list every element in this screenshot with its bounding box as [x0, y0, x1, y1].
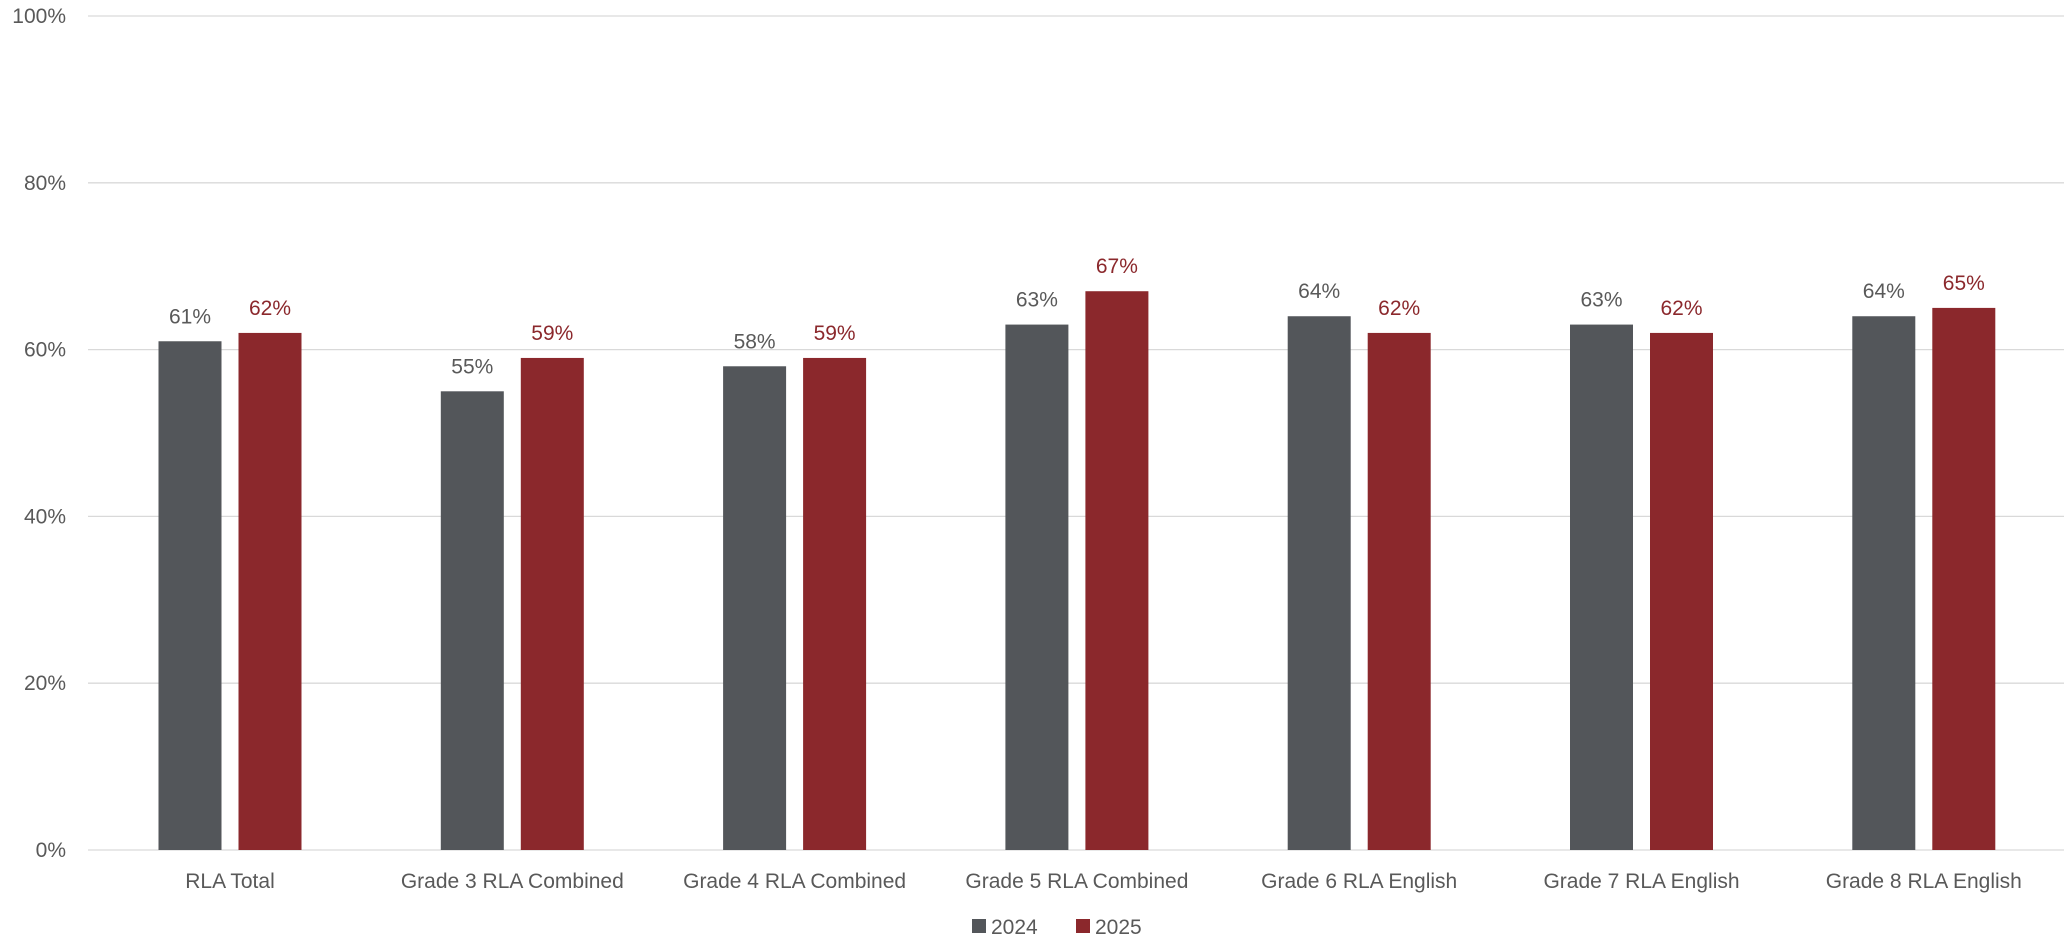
bar-2025-3 [1085, 291, 1149, 851]
data-labels: 61% 62% 55% 59% 58% 59% 63% 67% 64% 62% 63% 62% 64% 6… [169, 255, 1985, 378]
y-axis-ticks: 0% 20% 40% 60% 80% 100% [12, 5, 66, 862]
data-label-2024-3: 63% [1016, 289, 1058, 312]
y-tick-label: 20% [24, 672, 66, 695]
bars [158, 291, 1996, 851]
bar-2025-6 [1932, 307, 1996, 850]
x-category-label: Grade 5 RLA Combined [965, 870, 1188, 893]
legend-label-2025: 2025 [1095, 916, 1142, 939]
bar-2025-0 [238, 332, 302, 850]
legend-swatch-2024 [972, 919, 986, 933]
data-label-2025-5: 62% [1660, 297, 1702, 320]
y-tick-label: 80% [24, 172, 66, 195]
x-category-label: RLA Total [185, 870, 275, 893]
x-category-label: Grade 6 RLA English [1261, 870, 1457, 893]
data-label-2024-6: 64% [1863, 280, 1905, 303]
data-label-2025-3: 67% [1096, 255, 1138, 278]
y-tick-label: 60% [24, 339, 66, 362]
data-label-2024-2: 58% [734, 330, 776, 353]
data-label-2024-0: 61% [169, 305, 211, 328]
legend-label-2024: 2024 [991, 916, 1038, 939]
legend: 2024 2025 [972, 916, 1142, 939]
x-category-label: Grade 4 RLA Combined [683, 870, 906, 893]
x-category-label: Grade 3 RLA Combined [401, 870, 624, 893]
x-axis-categories: RLA Total Grade 3 RLA Combined Grade 4 RLA… [185, 870, 2022, 893]
bar-2024-6 [1852, 316, 1916, 850]
x-category-label: Grade 8 RLA English [1826, 870, 2022, 893]
data-label-2024-4: 64% [1298, 280, 1340, 303]
bar-2024-2 [723, 366, 787, 850]
bar-2024-5 [1570, 324, 1633, 851]
data-label-2025-6: 65% [1943, 272, 1985, 295]
data-label-2024-5: 63% [1580, 289, 1622, 312]
bar-2025-1 [520, 357, 584, 850]
data-label-2025-0: 62% [249, 297, 291, 320]
data-label-2025-4: 62% [1378, 297, 1420, 320]
bar-2024-1 [440, 391, 504, 850]
bar-2024-4 [1287, 316, 1351, 850]
data-label-2025-2: 59% [814, 322, 856, 345]
bar-2024-0 [158, 341, 222, 850]
data-label-2025-1: 59% [531, 322, 573, 345]
gridlines [88, 15, 2064, 851]
y-tick-label: 40% [24, 505, 66, 528]
bar-2024-3 [1005, 324, 1069, 851]
legend-swatch-2025 [1076, 919, 1090, 933]
bar-2025-4 [1367, 332, 1431, 850]
y-tick-label: 100% [12, 5, 66, 28]
bar-2025-2 [803, 357, 867, 850]
bar-2025-5 [1650, 332, 1713, 850]
x-category-label: Grade 7 RLA English [1543, 870, 1739, 893]
y-tick-label: 0% [36, 839, 66, 862]
data-label-2024-1: 55% [451, 355, 493, 378]
